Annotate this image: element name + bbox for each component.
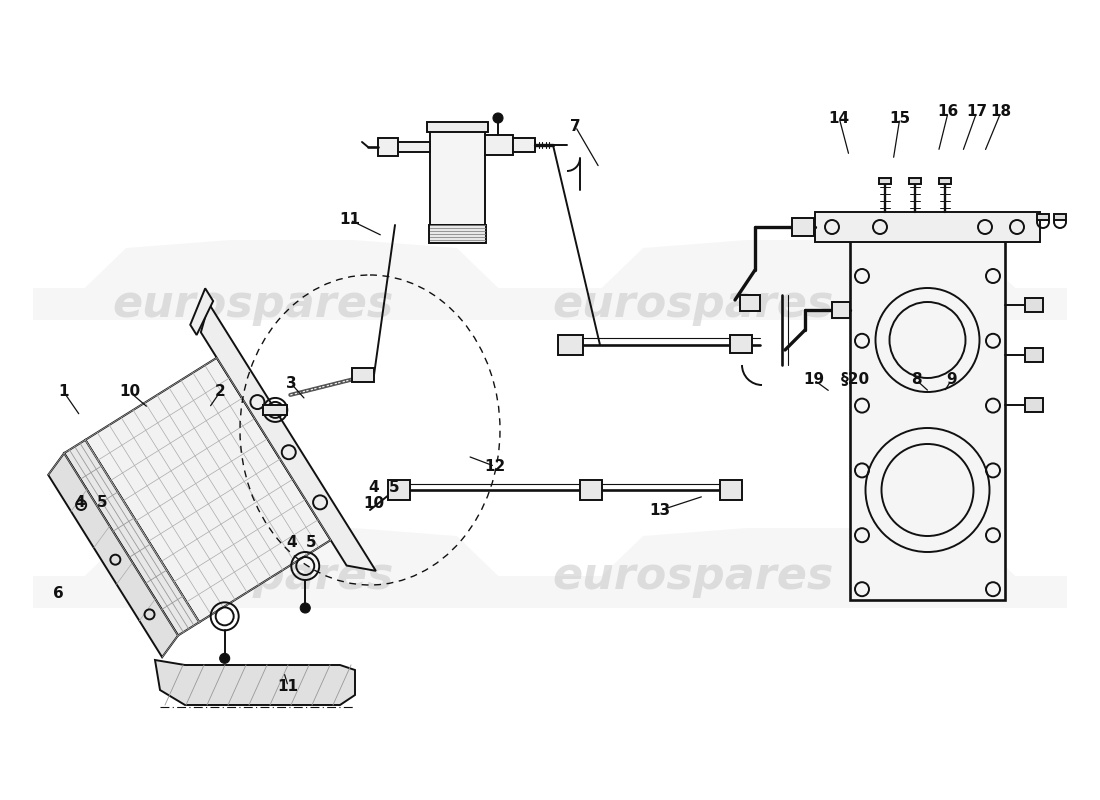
Bar (792, 218, 814, 236)
Text: 8: 8 (911, 373, 922, 387)
Bar (1037, 214, 1049, 220)
Bar (429, 225, 486, 243)
Bar (740, 295, 760, 311)
Polygon shape (550, 240, 1067, 320)
Bar (879, 178, 891, 184)
Bar (558, 335, 583, 355)
Text: 4: 4 (368, 481, 379, 495)
Bar (939, 178, 952, 184)
Bar (580, 480, 602, 500)
Text: 5: 5 (388, 481, 399, 495)
Polygon shape (33, 240, 550, 320)
Text: 17: 17 (966, 105, 988, 119)
Circle shape (300, 603, 310, 613)
Text: 11: 11 (339, 213, 361, 227)
Bar (1025, 348, 1043, 362)
Text: 15: 15 (889, 111, 911, 126)
Bar (430, 130, 485, 225)
Text: 7: 7 (570, 119, 581, 134)
Text: 5: 5 (97, 495, 108, 510)
Text: eurospares: eurospares (112, 554, 394, 598)
Bar (378, 138, 398, 156)
Text: 1: 1 (58, 385, 69, 399)
Polygon shape (190, 288, 213, 335)
Bar (263, 405, 287, 415)
Polygon shape (86, 358, 331, 622)
Text: 3: 3 (286, 377, 297, 391)
Text: eurospares: eurospares (552, 554, 834, 598)
Text: eurospares: eurospares (552, 282, 834, 326)
Bar (832, 302, 850, 318)
Bar (850, 240, 1005, 600)
Bar (427, 122, 488, 132)
Bar (1054, 214, 1066, 220)
Text: §20: §20 (842, 373, 870, 387)
Polygon shape (48, 453, 178, 658)
Text: 19: 19 (803, 373, 825, 387)
Text: 5: 5 (306, 535, 317, 550)
Text: 6: 6 (53, 586, 64, 601)
Text: 18: 18 (990, 105, 1012, 119)
Bar (485, 135, 513, 155)
Text: 16: 16 (937, 105, 959, 119)
Polygon shape (550, 528, 1067, 608)
Text: 13: 13 (649, 503, 671, 518)
Polygon shape (33, 528, 550, 608)
Text: 14: 14 (828, 111, 850, 126)
Polygon shape (201, 304, 376, 571)
Bar (513, 138, 535, 152)
Text: 4: 4 (286, 535, 297, 550)
Text: 4: 4 (74, 495, 85, 510)
Bar (388, 480, 410, 500)
Bar (730, 335, 752, 353)
Bar (909, 178, 921, 184)
Circle shape (493, 113, 503, 123)
Bar (720, 480, 742, 500)
Text: 9: 9 (946, 373, 957, 387)
Text: 11: 11 (277, 679, 299, 694)
Polygon shape (155, 660, 355, 705)
Bar (1025, 398, 1043, 412)
Text: 12: 12 (484, 459, 506, 474)
Text: 10: 10 (363, 497, 385, 511)
Text: 2: 2 (214, 385, 225, 399)
Bar (815, 212, 1040, 242)
Polygon shape (64, 440, 199, 635)
Circle shape (220, 654, 230, 663)
Bar (398, 142, 430, 152)
Text: eurospares: eurospares (112, 282, 394, 326)
Bar (352, 368, 374, 382)
Bar (1025, 298, 1043, 312)
Text: 10: 10 (119, 385, 141, 399)
